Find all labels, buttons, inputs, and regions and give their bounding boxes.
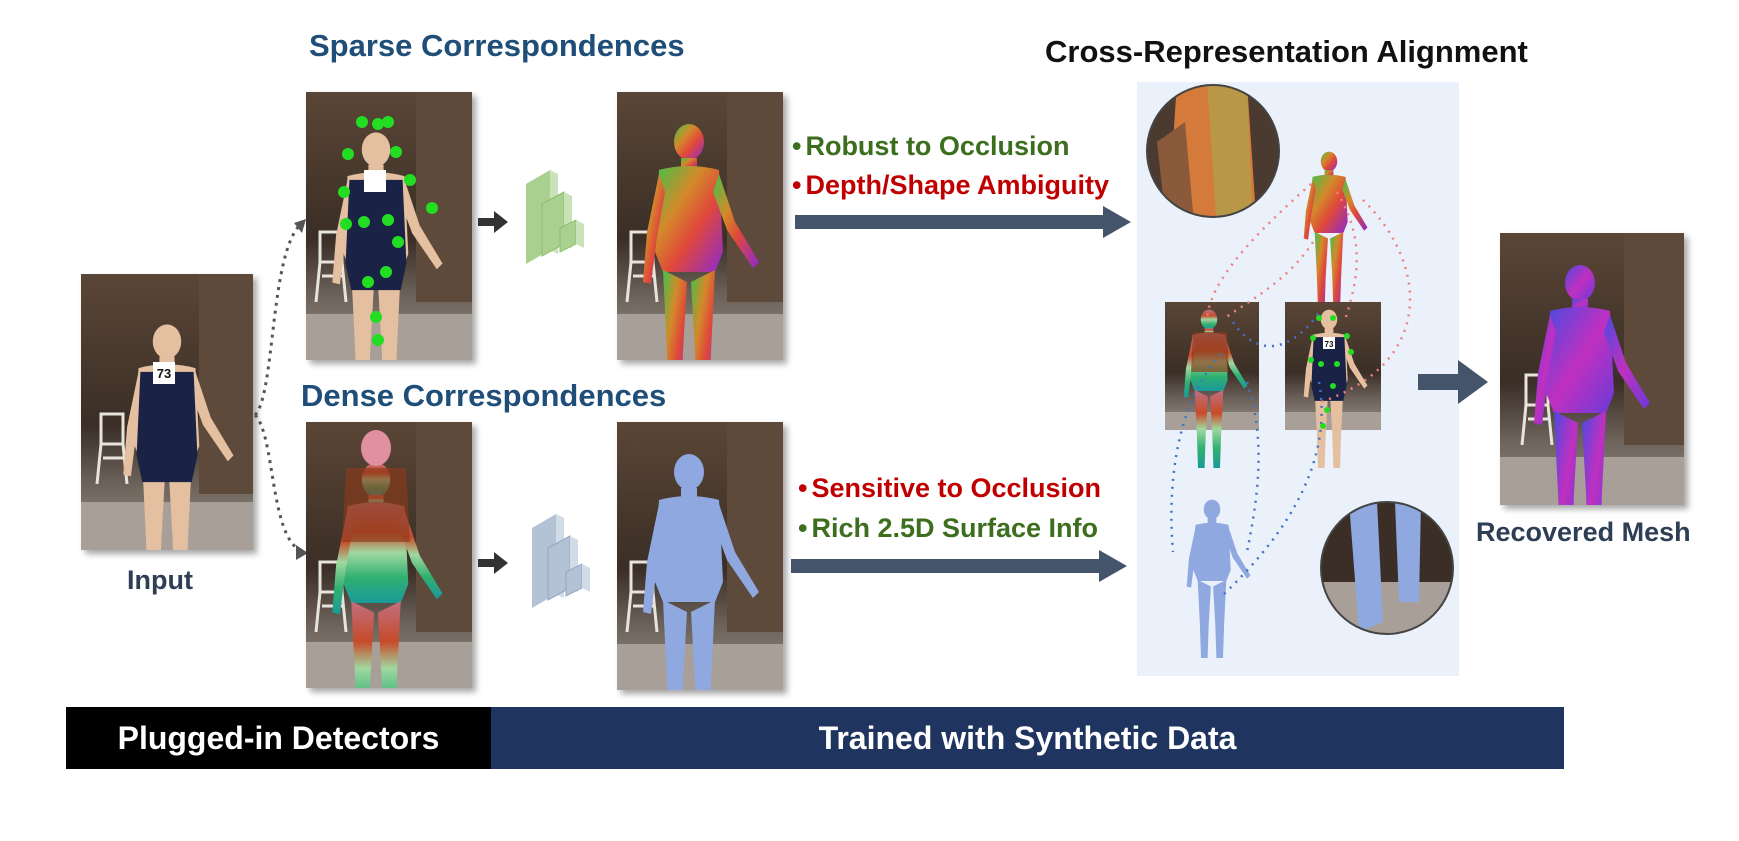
- recovered-mesh-photo: [1500, 233, 1684, 505]
- recovered-caption: Recovered Mesh: [1476, 517, 1691, 547]
- green-layered-network-icon: [526, 170, 584, 264]
- branch-arrows: [253, 219, 308, 560]
- sparse-alignment-links: [1205, 183, 1412, 404]
- dense-heading: Dense Correspondences: [301, 378, 667, 413]
- input-caption: Input: [127, 565, 193, 595]
- sparse-mesh-photo: [617, 92, 783, 360]
- dense-iuv-photo: [306, 422, 472, 688]
- sparse-prop-ambiguity: • Depth/Shape Ambiguity: [792, 170, 1109, 200]
- bib-number: 73: [157, 366, 171, 381]
- sparse-to-net-arrow: [478, 211, 508, 233]
- dense-zoom-circle: [1320, 501, 1454, 635]
- alignment-to-result-arrow: [1418, 360, 1488, 404]
- dense-crop-thumbnail: [1165, 302, 1259, 468]
- sparse-prop-robust: • Robust to Occlusion: [792, 131, 1070, 161]
- synthetic-data-bar: Trained with Synthetic Data: [491, 707, 1564, 769]
- blue-layered-network-icon: [532, 514, 590, 608]
- dense-mesh-figure: [1186, 499, 1251, 658]
- dense-to-alignment-arrow: [791, 550, 1127, 582]
- sparse-mesh-figure: [1303, 151, 1368, 310]
- alignment-heading: Cross-Representation Alignment: [1045, 34, 1528, 69]
- alignment-content: 73: [1146, 84, 1454, 658]
- sparse-to-alignment-arrow: [795, 206, 1131, 238]
- dense-to-net-arrow: [478, 552, 508, 574]
- detectors-bar: Plugged-in Detectors: [66, 707, 491, 769]
- dense-alignment-links: [1170, 311, 1323, 598]
- sparse-heading: Sparse Correspondences: [309, 28, 685, 63]
- sparse-zoom-circle: [1146, 84, 1280, 218]
- small-bib-number: 73: [1325, 340, 1334, 349]
- dense-prop-rich: • Rich 2.5D Surface Info: [798, 513, 1099, 543]
- input-photo: 73: [81, 274, 253, 550]
- dense-mesh-photo: [617, 422, 783, 690]
- dense-prop-sensitive: • Sensitive to Occlusion: [798, 473, 1102, 503]
- sparse-keypoints-photo: [306, 92, 472, 360]
- keypoint-markers: [338, 116, 438, 346]
- sparse-crop-thumbnail: 73: [1285, 302, 1381, 468]
